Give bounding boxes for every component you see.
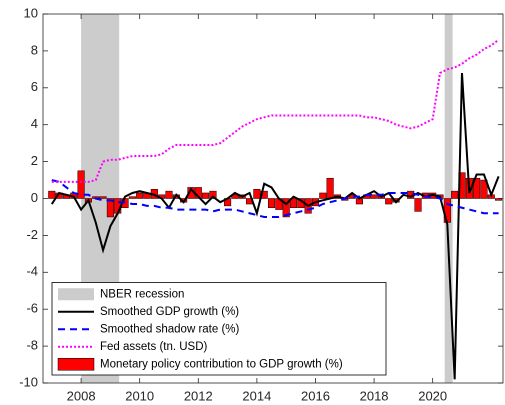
- y-tick-label: 8: [31, 42, 38, 57]
- legend-label: Fed assets (tn. USD): [100, 341, 208, 353]
- bar: [253, 189, 261, 199]
- y-tick-label: 2: [31, 153, 38, 168]
- x-tick-label: 2020: [418, 388, 447, 403]
- bar: [473, 177, 481, 199]
- bar: [370, 194, 378, 199]
- bar: [202, 192, 210, 199]
- bar: [209, 190, 217, 199]
- y-tick-label: -6: [26, 301, 38, 316]
- bar: [326, 177, 334, 199]
- x-tick-label: 2018: [360, 388, 389, 403]
- bar: [414, 198, 422, 212]
- bar: [165, 190, 173, 199]
- bar: [77, 170, 85, 199]
- bar: [99, 196, 107, 199]
- bar: [319, 192, 327, 199]
- x-tick-label: 2012: [184, 388, 213, 403]
- legend-label: NBER recession: [100, 288, 184, 300]
- legend-label: Smoothed GDP growth (%): [100, 306, 239, 318]
- series-line: [50, 72, 500, 380]
- y-tick-label: 10: [24, 5, 38, 20]
- bar: [282, 198, 290, 218]
- bar: [385, 198, 393, 205]
- legend: NBER recession Smoothed GDP growth (%) Smo…: [51, 282, 387, 376]
- x-tick-label: 2008: [67, 388, 96, 403]
- y-tick-label: -10: [19, 374, 38, 389]
- legend-swatch: [57, 358, 95, 371]
- bar: [48, 190, 56, 199]
- bar: [136, 192, 144, 199]
- bar: [106, 198, 114, 218]
- x-tick-label: 2016: [301, 388, 330, 403]
- y-tick-label: -4: [26, 264, 38, 279]
- legend-box: [51, 282, 387, 376]
- legend-label: Smoothed shadow rate (%): [100, 323, 240, 335]
- bar: [128, 196, 136, 199]
- y-tick-label: 4: [31, 116, 38, 131]
- y-tick-label: 0: [31, 190, 38, 205]
- bar: [451, 190, 459, 199]
- legend-swatch: [58, 288, 94, 301]
- x-tick-label: 2014: [242, 388, 271, 403]
- series-line: [51, 179, 499, 218]
- y-tick-label: 6: [31, 79, 38, 94]
- bar: [480, 179, 488, 199]
- legend-label: Monetary policy contribution to GDP grow…: [100, 358, 343, 370]
- y-tick-label: -8: [26, 338, 38, 353]
- y-tick-label: -2: [26, 227, 38, 242]
- bar: [289, 198, 298, 208]
- bar: [267, 198, 276, 208]
- x-tick-label: 2010: [125, 388, 154, 403]
